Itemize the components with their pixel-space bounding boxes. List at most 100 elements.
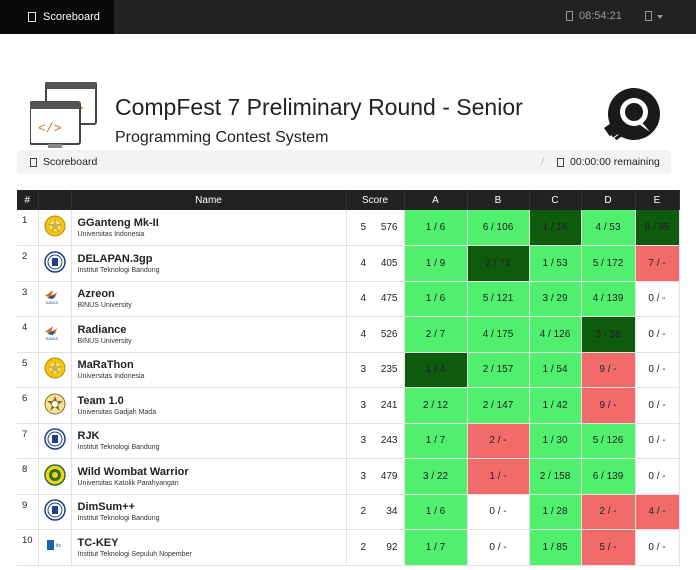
- top-navbar: Scoreboard 08:54:21: [0, 0, 696, 34]
- team-cell: Azreon BINUS University: [71, 281, 346, 317]
- problem-cell: 5 / 126: [581, 423, 635, 459]
- team-cell: Wild Wombat Warrior Universitas Katolik P…: [71, 459, 346, 495]
- user-menu-icon[interactable]: [645, 11, 652, 21]
- team-name[interactable]: Team 1.0: [78, 395, 346, 407]
- team-cell: MaRaThon Universitas Indonesia: [71, 352, 346, 388]
- penalty-time: 576: [381, 222, 398, 233]
- nav-tab-scoreboard[interactable]: Scoreboard: [0, 0, 114, 34]
- code-monitor-logo: </> </>: [30, 82, 100, 150]
- team-name[interactable]: GGanteng Mk-II: [78, 217, 346, 229]
- problem-cell: 0 / -: [467, 530, 529, 566]
- team-university: Universitas Gadjah Mada: [78, 409, 346, 416]
- solved-count: 2: [361, 542, 367, 553]
- problem-cell: 9 / -: [581, 352, 635, 388]
- problem-cell: 4 / 53: [581, 210, 635, 246]
- team-university: Institut Teknologi Sepuluh Nopember: [78, 551, 346, 558]
- penalty-time: 475: [381, 293, 398, 304]
- score-cell: 4 526: [346, 317, 404, 353]
- solved-count: 5: [361, 222, 367, 233]
- compfest-logo: [596, 84, 666, 150]
- scoreboard-table: # Name Score A B C D E 1 GGanteng Mk-II Universit…: [17, 190, 680, 566]
- team-cell: GGanteng Mk-II Universitas Indonesia: [71, 210, 346, 246]
- score-cell: 4 475: [346, 281, 404, 317]
- team-name[interactable]: DELAPAN.3gp: [78, 253, 346, 265]
- problem-cell: 5 / -: [581, 530, 635, 566]
- column-header: E: [635, 190, 679, 210]
- penalty-time: 235: [381, 364, 398, 375]
- problem-cell: 9 / -: [581, 388, 635, 424]
- score-cell: 3 235: [346, 352, 404, 388]
- team-name[interactable]: RJK: [78, 430, 346, 442]
- problem-cell: 0 / -: [635, 459, 679, 495]
- team-name[interactable]: Azreon: [78, 288, 346, 300]
- breadcrumb-label: Scoreboard: [43, 156, 97, 168]
- university-logo-icon: [44, 371, 66, 382]
- column-header: Score: [346, 190, 404, 210]
- page-header: </> </> CompFest 7 Preliminary Round - S…: [0, 34, 696, 134]
- team-cell: RJK Institut Teknologi Bandung: [71, 423, 346, 459]
- problem-cell: 5 / 172: [581, 246, 635, 282]
- team-university: Universitas Indonesia: [78, 373, 346, 380]
- team-university: Institut Teknologi Bandung: [78, 444, 346, 451]
- problem-cell: 2 / 158: [529, 459, 581, 495]
- team-logo: [38, 210, 71, 246]
- university-logo-icon: [44, 265, 66, 276]
- team-name[interactable]: MaRaThon: [78, 359, 346, 371]
- svg-text:BINUS: BINUS: [46, 336, 59, 341]
- column-header: A: [404, 190, 467, 210]
- team-university: Institut Teknologi Bandung: [78, 267, 346, 274]
- score-cell: 3 241: [346, 388, 404, 424]
- svg-text:its: its: [56, 543, 62, 549]
- problem-cell: 2 / 71: [467, 246, 529, 282]
- team-university: BINUS University: [78, 302, 346, 309]
- penalty-time: 243: [381, 435, 398, 446]
- university-logo-icon: its: [44, 549, 66, 560]
- team-name[interactable]: Wild Wombat Warrior: [78, 466, 346, 478]
- score-cell: 2 34: [346, 494, 404, 530]
- problem-cell: 1 / 4: [404, 352, 467, 388]
- clock-icon: [566, 11, 573, 21]
- breadcrumb-separator: /: [541, 156, 544, 168]
- problem-cell: 7 / -: [635, 246, 679, 282]
- problem-cell: 6 / 106: [467, 210, 529, 246]
- timer-icon: [557, 158, 564, 167]
- problem-cell: 1 / 9: [404, 246, 467, 282]
- problem-cell: 1 / 53: [529, 246, 581, 282]
- team-university: Institut Teknologi Bandung: [78, 515, 346, 522]
- penalty-time: 34: [386, 506, 397, 517]
- university-logo-icon: [44, 513, 66, 524]
- team-logo: [38, 246, 71, 282]
- team-cell: TC-KEY Institut Teknologi Sepuluh Nopembe…: [71, 530, 346, 566]
- score-cell: 3 243: [346, 423, 404, 459]
- team-name[interactable]: DimSum++: [78, 501, 346, 513]
- problem-cell: 4 / 139: [581, 281, 635, 317]
- table-row: 9 DimSum++ Institut Teknologi Bandung 2 34 1 …: [17, 494, 679, 530]
- team-cell: DimSum++ Institut Teknologi Bandung: [71, 494, 346, 530]
- team-logo: [38, 459, 71, 495]
- table-row: 2 DELAPAN.3gp Institut Teknologi Bandung 4 4…: [17, 246, 679, 282]
- team-logo: [38, 494, 71, 530]
- problem-cell: 1 / 42: [529, 388, 581, 424]
- team-logo: [38, 388, 71, 424]
- caret-down-icon[interactable]: [657, 15, 663, 19]
- rank-cell: 7: [17, 423, 38, 459]
- table-header-row: # Name Score A B C D E: [17, 190, 679, 210]
- problem-cell: 1 / 16: [529, 210, 581, 246]
- university-logo-icon: [44, 442, 66, 453]
- column-header: D: [581, 190, 635, 210]
- problem-cell: 0 / -: [635, 530, 679, 566]
- table-row: 6 Team 1.0 Universitas Gadjah Mada 3 241 2 / …: [17, 388, 679, 424]
- problem-cell: 0 / -: [635, 281, 679, 317]
- problem-cell: 1 / 7: [404, 423, 467, 459]
- problem-cell: 1 / 6: [404, 494, 467, 530]
- problem-cell: 2 / -: [467, 423, 529, 459]
- team-name[interactable]: TC-KEY: [78, 537, 346, 549]
- clock-time: 08:54:21: [579, 10, 622, 22]
- problem-cell: 0 / -: [467, 494, 529, 530]
- team-name[interactable]: Radiance: [78, 324, 346, 336]
- university-logo-icon: BINUS: [43, 334, 67, 345]
- problem-cell: 1 / 6: [404, 210, 467, 246]
- problem-cell: 2 / 147: [467, 388, 529, 424]
